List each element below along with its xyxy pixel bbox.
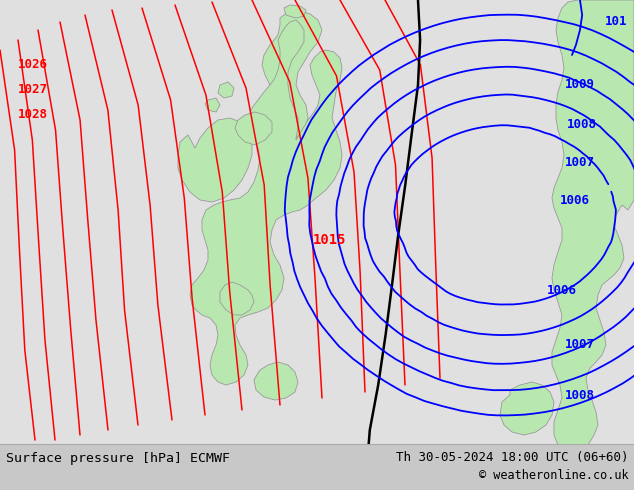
Bar — [0, 444, 634, 490]
Text: 1015: 1015 — [313, 233, 347, 247]
Polygon shape — [235, 112, 272, 145]
Polygon shape — [500, 382, 554, 435]
Polygon shape — [254, 362, 298, 400]
Polygon shape — [205, 98, 220, 112]
Polygon shape — [178, 118, 252, 202]
Polygon shape — [284, 5, 306, 18]
Text: 1008: 1008 — [565, 389, 595, 401]
Text: 1027: 1027 — [18, 83, 48, 97]
Text: 1006: 1006 — [547, 284, 577, 296]
Polygon shape — [220, 282, 254, 315]
Text: Surface pressure [hPa] ECMWF: Surface pressure [hPa] ECMWF — [6, 451, 230, 465]
Text: Th 30-05-2024 18:00 UTC (06+60): Th 30-05-2024 18:00 UTC (06+60) — [396, 450, 629, 464]
Polygon shape — [218, 82, 234, 98]
Text: 1028: 1028 — [18, 108, 48, 122]
Text: © weatheronline.co.uk: © weatheronline.co.uk — [479, 468, 629, 482]
Text: 1006: 1006 — [560, 194, 590, 206]
Text: 1007: 1007 — [565, 155, 595, 169]
Text: 1009: 1009 — [565, 78, 595, 92]
Text: 1026: 1026 — [18, 58, 48, 72]
Text: 1008: 1008 — [567, 119, 597, 131]
Text: 101: 101 — [605, 16, 628, 28]
Text: 1007: 1007 — [565, 339, 595, 351]
Polygon shape — [552, 0, 634, 455]
Polygon shape — [190, 20, 342, 385]
Polygon shape — [262, 10, 322, 142]
